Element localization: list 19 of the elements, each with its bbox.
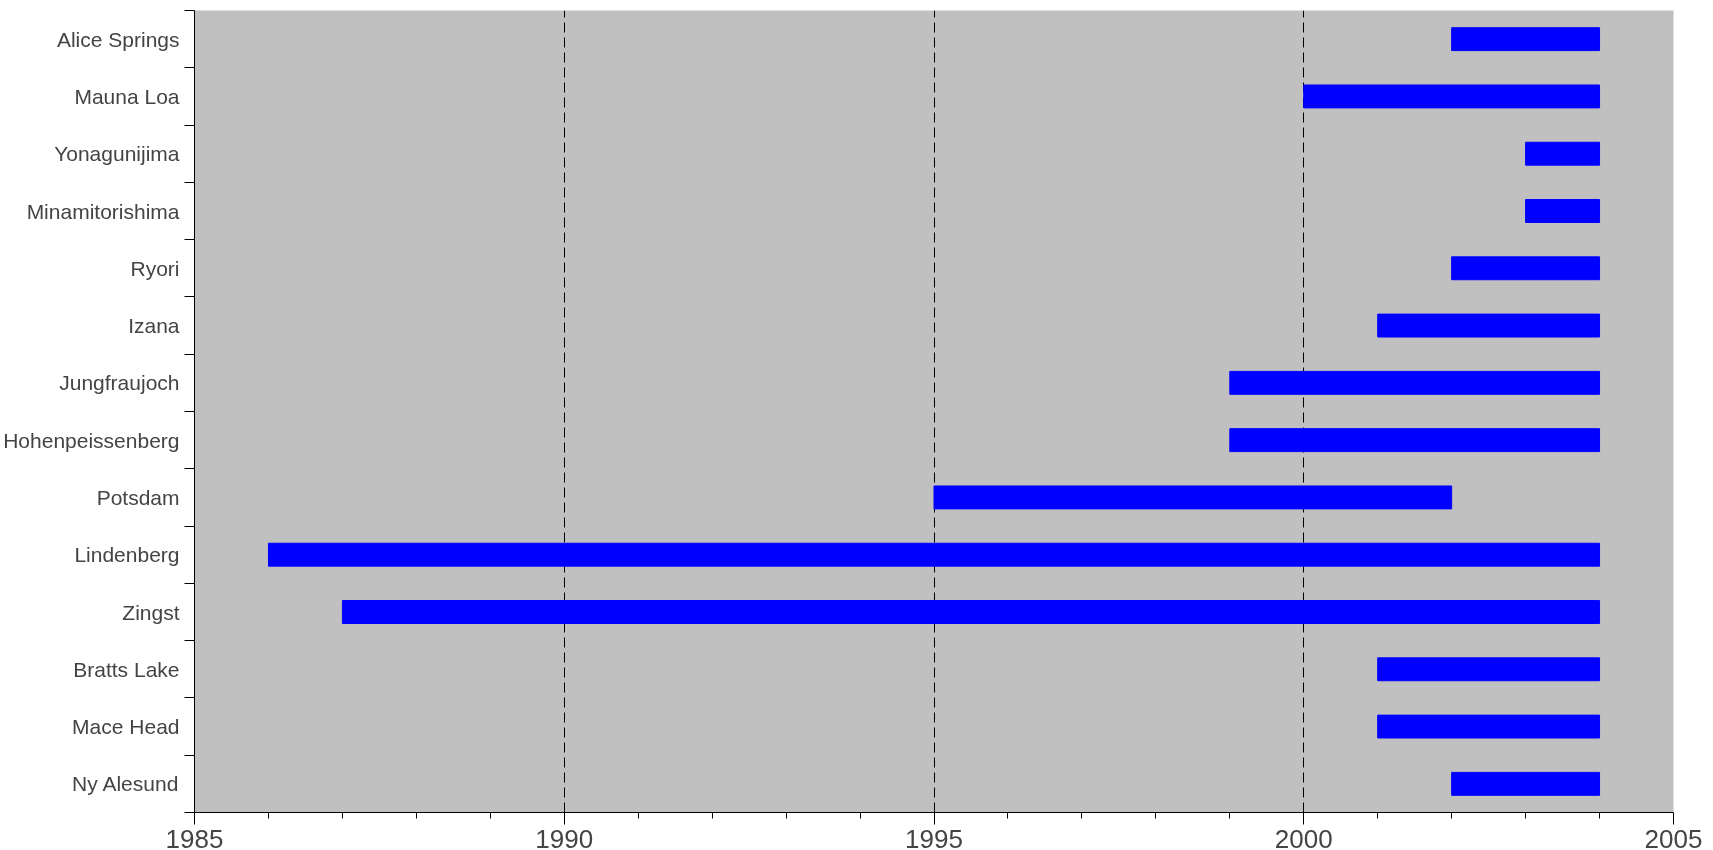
y-tick-label: Alice Springs	[56, 27, 180, 51]
y-tick-label: Yonagunijima	[54, 142, 180, 166]
x-tick-label: 2005	[1644, 823, 1703, 850]
y-tick-label: Jungfraujoch	[59, 371, 180, 395]
y-tick-label: Lindenberg	[74, 543, 180, 567]
x-tick-label: 1995	[905, 823, 963, 850]
y-tick-label: Mace Head	[72, 715, 180, 739]
x-tick-label: 1990	[535, 823, 594, 850]
y-tick-label: Bratts Lake	[73, 657, 180, 681]
y-tick-label: Hohenpeissenberg	[3, 428, 180, 452]
y-tick-label: Mauna Loa	[74, 84, 180, 108]
y-tick-label: Izana	[128, 314, 180, 338]
y-tick-label: Ny Alesund	[72, 772, 179, 796]
y-tick-label: Ryori	[130, 256, 180, 280]
y-tick-label: Potsdam	[96, 485, 180, 509]
y-tick-label: Minamitorishima	[26, 199, 180, 223]
x-tick-label: 1985	[165, 823, 224, 850]
x-tick-label: 2000	[1274, 823, 1333, 850]
y-tick-label: Zingst	[122, 600, 180, 624]
